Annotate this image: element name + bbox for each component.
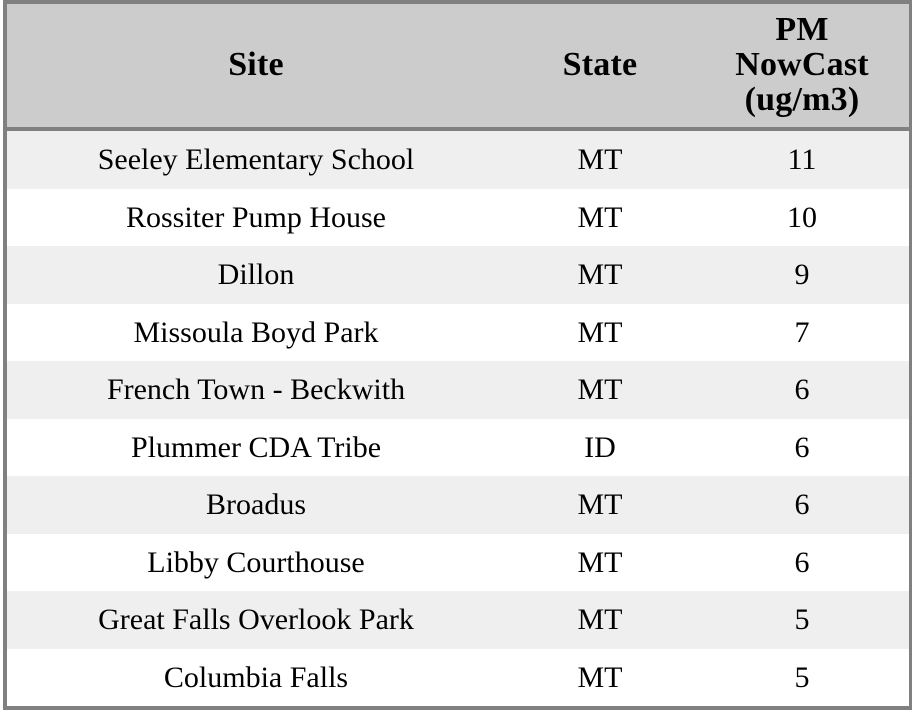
cell-state: MT	[505, 476, 695, 534]
cell-state: MT	[505, 361, 695, 419]
column-header-state: State	[505, 2, 695, 131]
cell-state: MT	[505, 188, 695, 246]
cell-site: French Town - Beckwith	[5, 361, 505, 419]
table-row: Plummer CDA Tribe ID 6	[5, 418, 911, 476]
table-row: French Town - Beckwith MT 6	[5, 361, 911, 419]
cell-pm-nowcast: 10	[695, 188, 911, 246]
cell-site: Plummer CDA Tribe	[5, 418, 505, 476]
cell-site: Libby Courthouse	[5, 533, 505, 591]
cell-site: Dillon	[5, 246, 505, 304]
cell-site: Broadus	[5, 476, 505, 534]
table-row: Dillon MT 9	[5, 246, 911, 304]
cell-pm-nowcast: 5	[695, 648, 911, 708]
header-row: Site State PM NowCast (ug/m3)	[5, 2, 911, 131]
cell-state: MT	[505, 533, 695, 591]
cell-pm-nowcast: 6	[695, 361, 911, 419]
table-row: Missoula Boyd Park MT 7	[5, 303, 911, 361]
column-header-state-label: State	[562, 46, 638, 84]
column-header-pm-nowcast-line2: NowCast	[735, 46, 869, 84]
table-row: Great Falls Overlook Park MT 5	[5, 591, 911, 649]
cell-pm-nowcast: 11	[695, 129, 911, 189]
column-header-site: Site	[5, 2, 505, 131]
table-row: Columbia Falls MT 5	[5, 648, 911, 708]
cell-state: MT	[505, 648, 695, 708]
cell-state: MT	[505, 303, 695, 361]
table-body: Seeley Elementary School MT 11 Rossiter Pum…	[5, 129, 911, 708]
column-header-pm-nowcast: PM NowCast (ug/m3)	[695, 2, 911, 131]
table-row: Seeley Elementary School MT 11	[5, 129, 911, 189]
cell-site: Rossiter Pump House	[5, 188, 505, 246]
cell-state: MT	[505, 591, 695, 649]
cell-state: MT	[505, 246, 695, 304]
table-header: Site State PM NowCast (ug/m3)	[5, 2, 911, 131]
cell-pm-nowcast: 6	[695, 533, 911, 591]
cell-pm-nowcast: 6	[695, 476, 911, 534]
air-quality-table: Site State PM NowCast (ug/m3) Seeley	[3, 0, 912, 710]
column-header-pm-nowcast-line3: (ug/m3)	[744, 80, 860, 118]
cell-state: ID	[505, 418, 695, 476]
table-row: Broadus MT 6	[5, 476, 911, 534]
cell-state: MT	[505, 129, 695, 189]
cell-site: Great Falls Overlook Park	[5, 591, 505, 649]
table-row: Rossiter Pump House MT 10	[5, 188, 911, 246]
cell-site: Columbia Falls	[5, 648, 505, 708]
cell-pm-nowcast: 6	[695, 418, 911, 476]
table-row: Libby Courthouse MT 6	[5, 533, 911, 591]
cell-site: Seeley Elementary School	[5, 129, 505, 189]
cell-pm-nowcast: 9	[695, 246, 911, 304]
cell-pm-nowcast: 7	[695, 303, 911, 361]
cell-pm-nowcast: 5	[695, 591, 911, 649]
column-header-pm-nowcast-line1: PM	[775, 11, 829, 49]
cell-site: Missoula Boyd Park	[5, 303, 505, 361]
column-header-site-label: Site	[228, 46, 284, 84]
